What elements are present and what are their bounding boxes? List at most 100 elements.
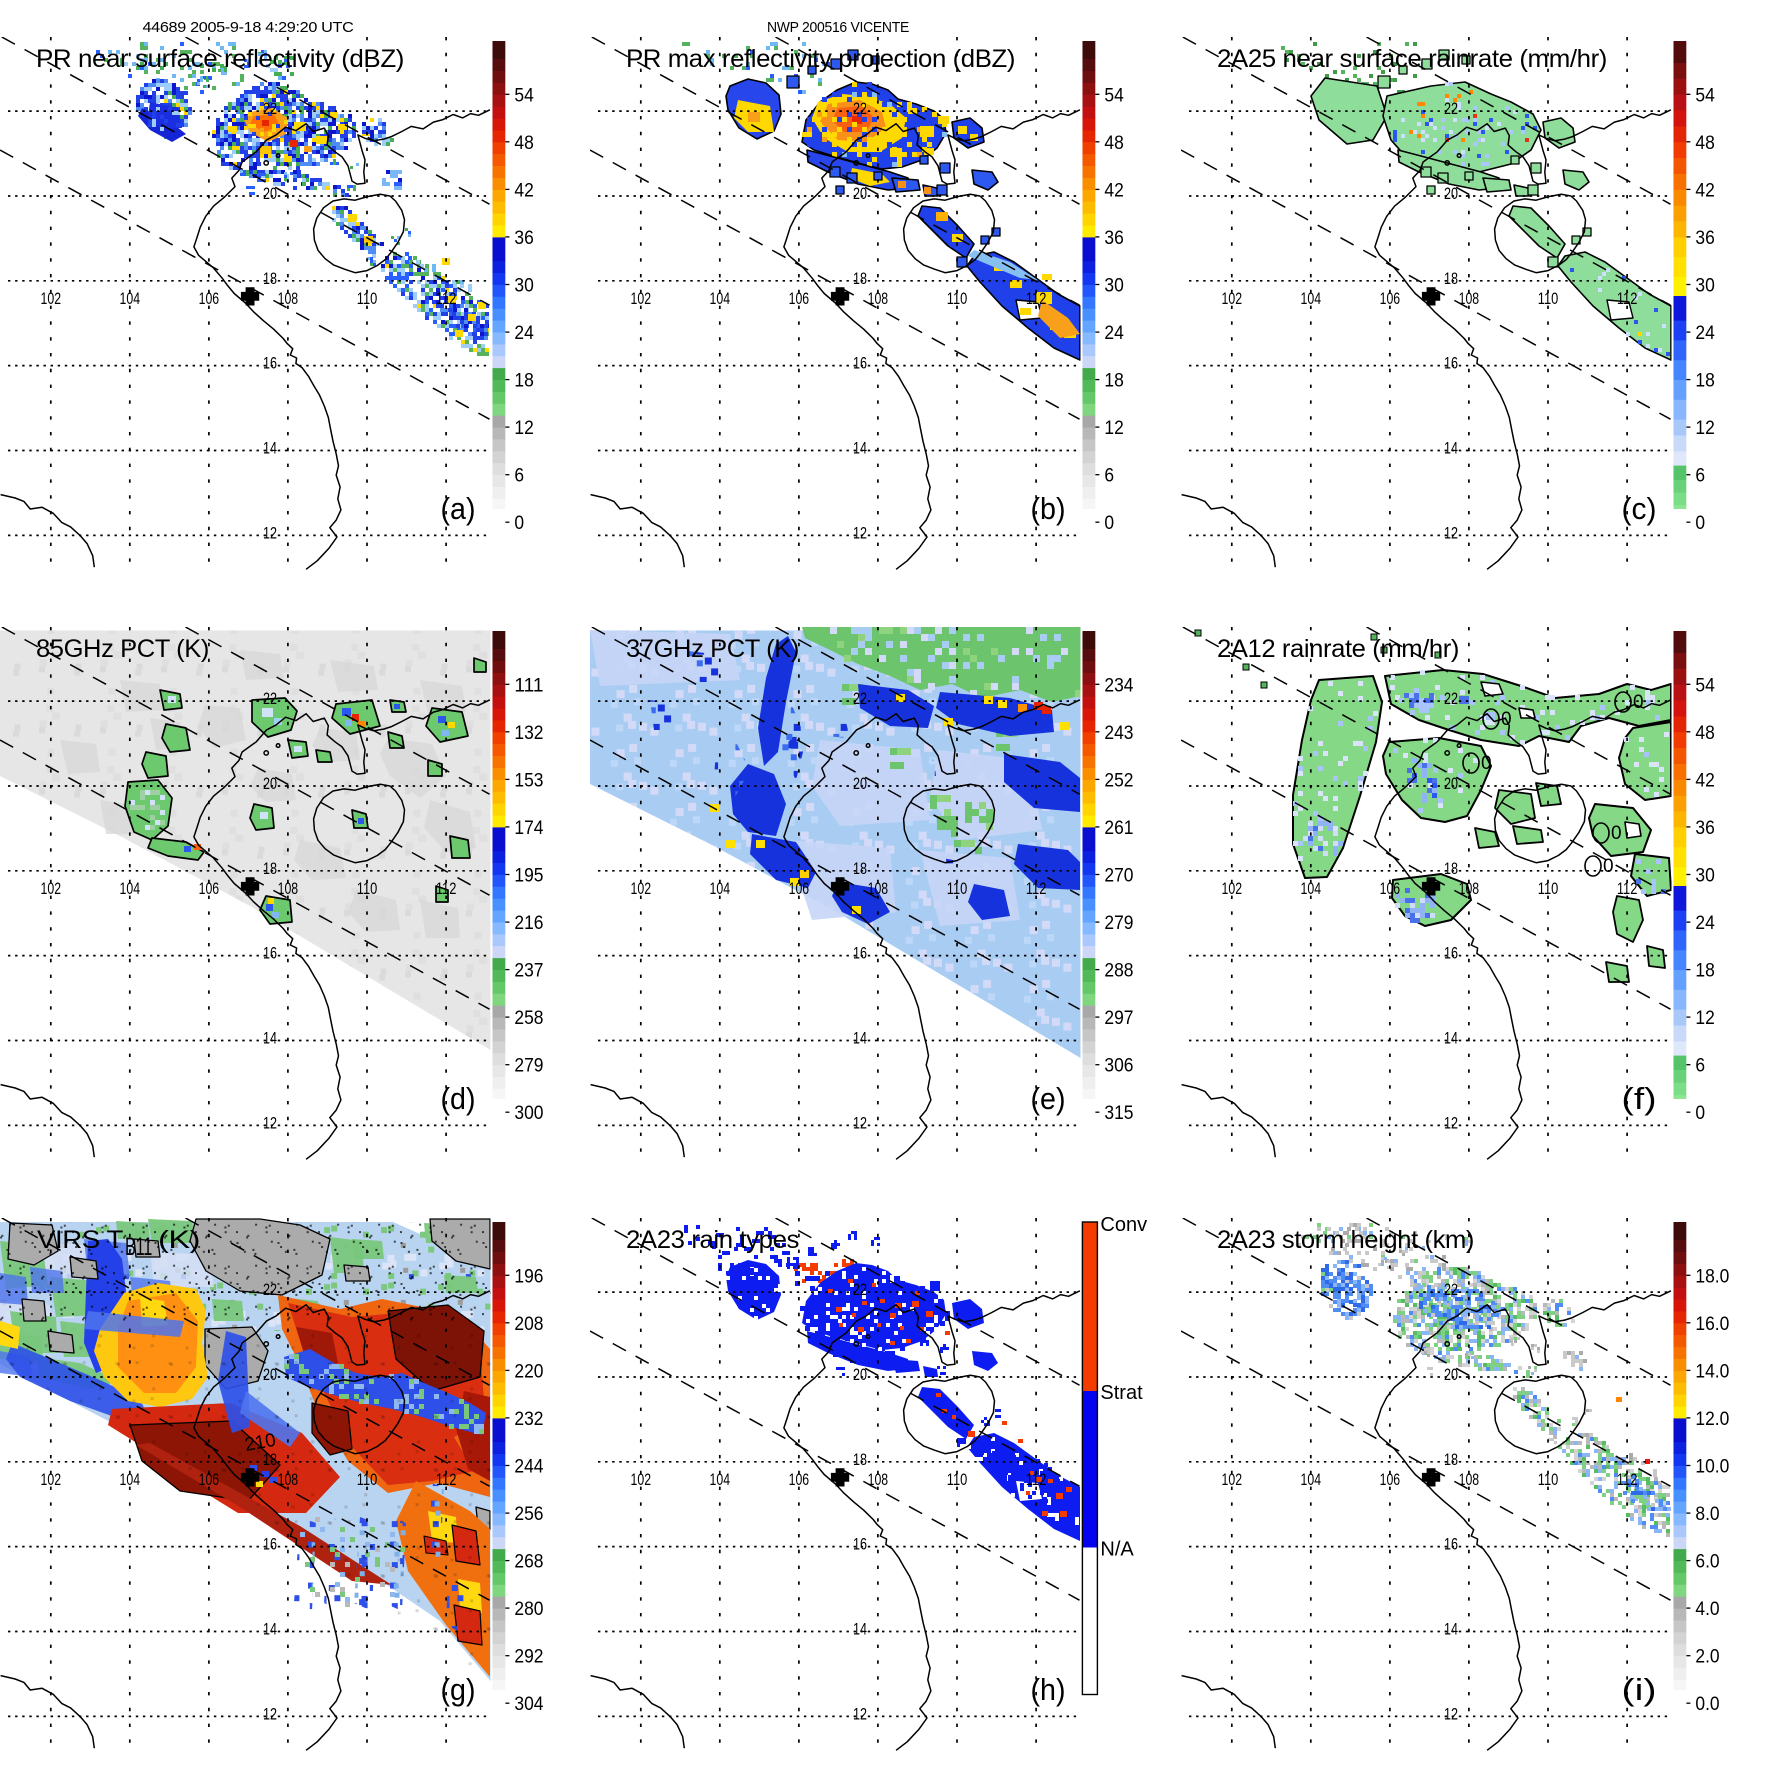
- svg-text:48: 48: [1695, 132, 1714, 154]
- svg-text:279: 279: [1105, 912, 1134, 934]
- svg-text:104: 104: [120, 290, 141, 308]
- svg-text:104: 104: [1300, 1471, 1321, 1489]
- svg-text:(h): (h): [1031, 1672, 1066, 1707]
- svg-text:20: 20: [1444, 775, 1458, 793]
- svg-text:14: 14: [1444, 1030, 1458, 1048]
- svg-text:280: 280: [514, 1598, 543, 1620]
- svg-text:110: 110: [357, 1471, 378, 1489]
- svg-text:2.0: 2.0: [1695, 1645, 1719, 1667]
- svg-text:12: 12: [1444, 1115, 1458, 1133]
- svg-text:196: 196: [514, 1265, 543, 1287]
- svg-text:110: 110: [947, 290, 968, 308]
- svg-text:256: 256: [514, 1503, 543, 1525]
- svg-text:14: 14: [1444, 440, 1458, 458]
- svg-text:14.0: 14.0: [1695, 1360, 1729, 1382]
- svg-text:12: 12: [263, 1705, 277, 1723]
- svg-text:110: 110: [1537, 880, 1558, 898]
- svg-text:12: 12: [853, 1705, 867, 1723]
- svg-text:30: 30: [1695, 275, 1715, 297]
- svg-text:304: 304: [514, 1693, 543, 1715]
- svg-text:106: 106: [1379, 880, 1400, 898]
- svg-text:(f): (f): [1621, 1081, 1656, 1116]
- svg-text:22: 22: [1444, 1281, 1458, 1299]
- svg-text:(a): (a): [441, 491, 476, 526]
- svg-text:(d): (d): [441, 1081, 476, 1116]
- svg-text:B11: B11: [125, 1233, 152, 1261]
- svg-text:18: 18: [1444, 270, 1458, 288]
- svg-text:18: 18: [853, 860, 867, 878]
- svg-text:102: 102: [41, 880, 62, 898]
- svg-text:42: 42: [1695, 770, 1714, 792]
- svg-text:153: 153: [514, 770, 543, 792]
- svg-text:NWP 200516 VICENTE: NWP 200516 VICENTE: [767, 19, 909, 36]
- svg-text:16: 16: [1444, 1535, 1458, 1553]
- svg-text:(b): (b): [1031, 491, 1066, 526]
- svg-text:54: 54: [1105, 84, 1125, 106]
- svg-text:102: 102: [631, 1471, 652, 1489]
- svg-text:0: 0: [1603, 856, 1614, 877]
- svg-text:14: 14: [853, 1620, 867, 1638]
- svg-text:20: 20: [1444, 185, 1458, 203]
- svg-text:110: 110: [357, 290, 378, 308]
- svg-text:36: 36: [1695, 817, 1714, 839]
- svg-text:270: 270: [1105, 865, 1134, 887]
- svg-text:108: 108: [278, 1471, 299, 1489]
- svg-text:0: 0: [1611, 823, 1622, 844]
- svg-text:112: 112: [436, 290, 457, 308]
- svg-text:20: 20: [263, 1366, 277, 1384]
- svg-text:104: 104: [710, 290, 731, 308]
- svg-text:104: 104: [710, 1471, 731, 1489]
- svg-text:14: 14: [853, 1030, 867, 1048]
- svg-text:111: 111: [514, 675, 543, 697]
- svg-text:112: 112: [1026, 1471, 1047, 1489]
- svg-text:20: 20: [853, 1366, 867, 1384]
- svg-text:12: 12: [1444, 524, 1458, 542]
- svg-text:42: 42: [1105, 179, 1124, 201]
- svg-text:108: 108: [868, 880, 889, 898]
- svg-text:12: 12: [263, 1115, 277, 1133]
- svg-text:8.0: 8.0: [1695, 1503, 1719, 1525]
- svg-text:48: 48: [1105, 132, 1124, 154]
- svg-text:24: 24: [1695, 322, 1715, 344]
- svg-text:297: 297: [1105, 1007, 1134, 1029]
- svg-text:106: 106: [789, 1471, 810, 1489]
- svg-text:106: 106: [199, 290, 220, 308]
- svg-text:36: 36: [1105, 227, 1124, 249]
- svg-text:22: 22: [853, 100, 867, 118]
- svg-text:6.0: 6.0: [1695, 1550, 1719, 1572]
- svg-text:18: 18: [1695, 370, 1714, 392]
- svg-text:102: 102: [41, 290, 62, 308]
- svg-text:16: 16: [853, 1535, 867, 1553]
- svg-text:20: 20: [853, 775, 867, 793]
- svg-text:16.0: 16.0: [1695, 1312, 1729, 1334]
- svg-text:14: 14: [1444, 1620, 1458, 1638]
- svg-text:44689 2005-9-18 4:29:20 UTC: 44689 2005-9-18 4:29:20 UTC: [143, 19, 355, 36]
- svg-text:20: 20: [263, 185, 277, 203]
- svg-text:104: 104: [120, 880, 141, 898]
- svg-text:12: 12: [1105, 417, 1124, 439]
- svg-text:110: 110: [947, 1471, 968, 1489]
- svg-text:24: 24: [514, 322, 534, 344]
- svg-text:24: 24: [1105, 322, 1125, 344]
- svg-text:6: 6: [1695, 1055, 1705, 1077]
- svg-text:6: 6: [514, 465, 524, 487]
- svg-text:22: 22: [1444, 690, 1458, 708]
- svg-text:300: 300: [514, 1102, 543, 1124]
- svg-text:104: 104: [1300, 290, 1321, 308]
- svg-text:(K): (K): [158, 1226, 200, 1254]
- svg-text:102: 102: [1221, 1471, 1242, 1489]
- svg-text:18: 18: [1695, 960, 1714, 982]
- svg-text:261: 261: [1105, 817, 1134, 839]
- svg-text:106: 106: [199, 1471, 220, 1489]
- svg-text:22: 22: [263, 100, 277, 118]
- svg-text:220: 220: [514, 1360, 543, 1382]
- svg-text:37GHz PCT (K): 37GHz PCT (K): [626, 635, 799, 663]
- svg-text:288: 288: [1105, 960, 1134, 982]
- svg-text:279: 279: [514, 1055, 543, 1077]
- svg-text:112: 112: [436, 880, 457, 898]
- svg-text:110: 110: [357, 880, 378, 898]
- svg-text:18: 18: [514, 370, 533, 392]
- svg-text:18: 18: [853, 270, 867, 288]
- svg-text:22: 22: [263, 1281, 277, 1299]
- svg-text:0.0: 0.0: [1695, 1693, 1719, 1715]
